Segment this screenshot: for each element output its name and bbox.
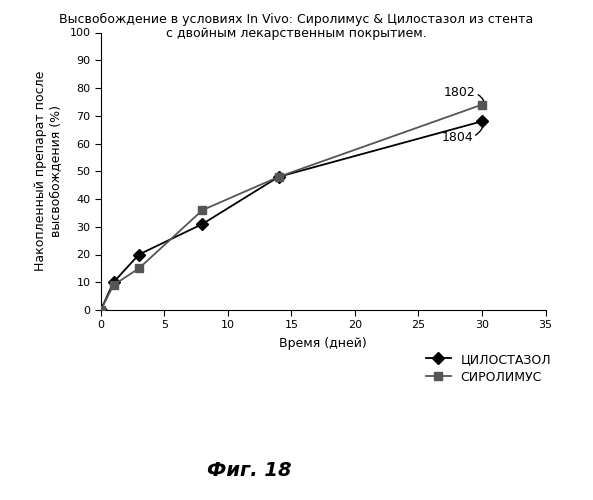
Text: 1802: 1802: [444, 86, 476, 98]
X-axis label: Время (дней): Время (дней): [279, 338, 367, 350]
Text: 1804: 1804: [441, 132, 473, 144]
Y-axis label: Накопленный препарат после
высвобождения (%): Накопленный препарат после высвобождения…: [34, 71, 62, 272]
Text: с двойным лекарственным покрытием.: с двойным лекарственным покрытием.: [166, 28, 427, 40]
Text: Высвобождение в условиях In Vivo: Сиролимус & Цилостазол из стента: Высвобождение в условиях In Vivo: Сироли…: [59, 12, 534, 26]
Legend: ЦИЛОСТАЗОЛ, СИРОЛИМУС: ЦИЛОСТАЗОЛ, СИРОЛИМУС: [426, 353, 551, 384]
Text: Фиг. 18: Фиг. 18: [207, 461, 291, 480]
